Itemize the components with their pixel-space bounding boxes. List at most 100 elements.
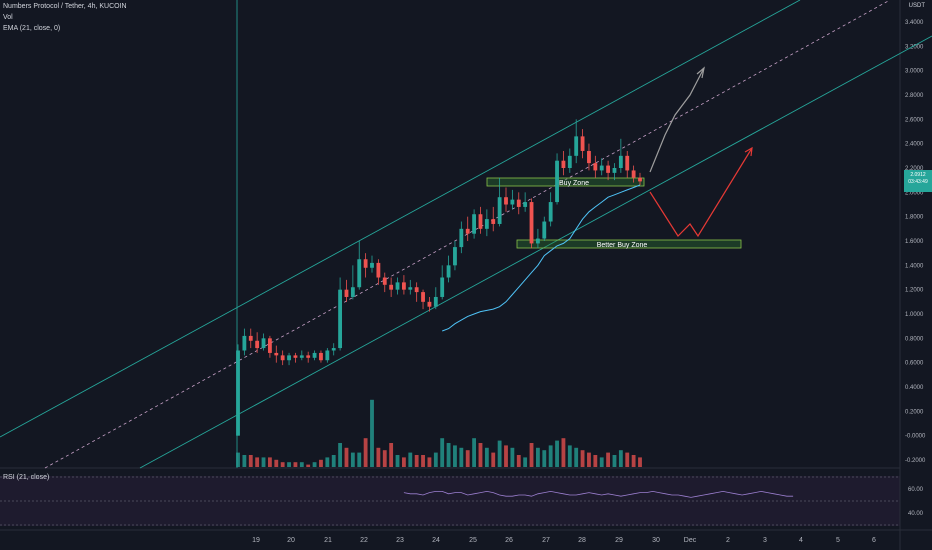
bearish-arrow-head	[744, 146, 753, 157]
candle-body	[529, 202, 534, 244]
x-axis-date-label: 19	[252, 537, 260, 544]
volume-bar	[631, 455, 636, 467]
volume-bar	[293, 462, 298, 467]
volume-bar	[612, 455, 617, 467]
volume-bar	[574, 447, 579, 467]
volume-legend[interactable]: Vol	[3, 14, 13, 21]
x-axis-date-label: 26	[505, 537, 513, 544]
volume-bar	[510, 447, 515, 467]
x-axis-date-label: 22	[360, 537, 368, 544]
volume-bar	[376, 447, 381, 467]
candle-body	[555, 160, 559, 203]
volume-bar	[606, 452, 611, 467]
volume-bar	[523, 457, 528, 467]
candle-body	[401, 282, 406, 290]
y-axis-tick-label: 0.4000	[905, 385, 924, 391]
volume-bar	[338, 443, 343, 467]
candle-body	[612, 168, 617, 173]
y-axis-tick-label: 0.2000	[905, 409, 924, 415]
volume-bar	[472, 438, 477, 467]
volume-bar	[261, 457, 266, 467]
candle-body	[580, 136, 585, 151]
buy-zone-label: Buy Zone	[559, 180, 589, 187]
rsi-level-label: 60.00	[908, 487, 924, 493]
candle-body	[497, 197, 502, 224]
candle-body	[236, 350, 240, 436]
better-buy-zone-box	[516, 239, 742, 249]
rsi-legend[interactable]: RSI (21, close)	[3, 474, 50, 481]
y-axis-tick-label: 1.2000	[905, 288, 924, 294]
candle-body	[587, 150, 591, 164]
x-axis-date-label: Dec	[684, 537, 697, 544]
candle-body	[491, 219, 496, 224]
candle-body	[376, 262, 381, 278]
candle-body	[510, 199, 515, 205]
volume-bar	[446, 443, 451, 467]
volume-bar	[433, 452, 438, 467]
candle-body	[382, 277, 387, 285]
y-axis-tick-label: 2.8000	[905, 93, 924, 99]
volume-bar	[255, 457, 260, 467]
volume-bar	[491, 452, 496, 467]
volume-bar	[280, 462, 285, 467]
candle-body	[433, 296, 438, 307]
candle-body	[338, 289, 343, 349]
candle-body	[440, 277, 445, 297]
volume-bar	[516, 455, 521, 467]
volume-bar	[248, 455, 253, 467]
candle-body	[516, 199, 521, 207]
y-axis-tick-label: 3.2000	[905, 44, 924, 50]
candle-body	[561, 160, 566, 168]
y-axis-tick-label: 0.6000	[905, 361, 924, 367]
x-axis-date-label: 28	[578, 537, 586, 544]
candle-body	[574, 136, 579, 156]
candle-body	[389, 284, 394, 290]
volume-bar	[312, 462, 317, 467]
volume-bar	[587, 452, 591, 467]
y-axis-tick-label: 1.6000	[905, 239, 924, 245]
y-axis-tick-label: -0.2000	[905, 458, 926, 464]
volume-bar	[561, 438, 566, 467]
y-axis-tick-label: 2.6000	[905, 117, 924, 123]
candle-body	[535, 238, 540, 244]
channel-upper-line	[0, 0, 801, 438]
volume-bar	[408, 452, 413, 467]
ema-line	[442, 184, 641, 332]
volume-bar	[548, 445, 553, 467]
candle-body	[599, 165, 604, 171]
y-axis-tick-label: 2.2000	[905, 166, 924, 172]
last-price-time: 03:43:49	[908, 179, 928, 186]
candle-body	[453, 247, 457, 266]
volume-bar	[465, 450, 470, 467]
ema-legend[interactable]: EMA (21, close, 0)	[3, 25, 61, 32]
candle-body	[274, 352, 279, 356]
candle-body	[638, 177, 642, 182]
volume-bar	[363, 438, 368, 467]
candle-body	[287, 355, 291, 361]
volume-bar	[306, 464, 311, 467]
candle-body	[593, 163, 598, 171]
candle-body	[625, 155, 630, 171]
symbol-title[interactable]: Numbers Protocol / Tether, 4h, KUCOIN	[3, 3, 127, 10]
candle-body	[293, 355, 298, 358]
candle-body	[618, 155, 623, 168]
candle-body	[325, 350, 330, 361]
volume-bar	[542, 450, 547, 467]
volume-bar	[599, 457, 604, 467]
volume-bar	[618, 450, 623, 467]
volume-bar	[593, 455, 598, 467]
volume-bar	[478, 443, 483, 467]
y-axis-tick-label: 2.0000	[905, 190, 924, 196]
candle-body	[606, 165, 611, 173]
candle-body	[421, 292, 425, 302]
volume-bar	[325, 457, 330, 467]
candle-body	[312, 352, 317, 358]
rsi-level-label: 40.00	[908, 511, 924, 517]
y-axis-tick-label: 3.0000	[905, 69, 924, 75]
better-buy-zone-label: Better Buy Zone	[597, 242, 648, 249]
candle-body	[459, 228, 464, 248]
volume-bar	[497, 440, 502, 467]
bullish-arrow-head	[696, 66, 705, 79]
candle-body	[631, 170, 636, 178]
